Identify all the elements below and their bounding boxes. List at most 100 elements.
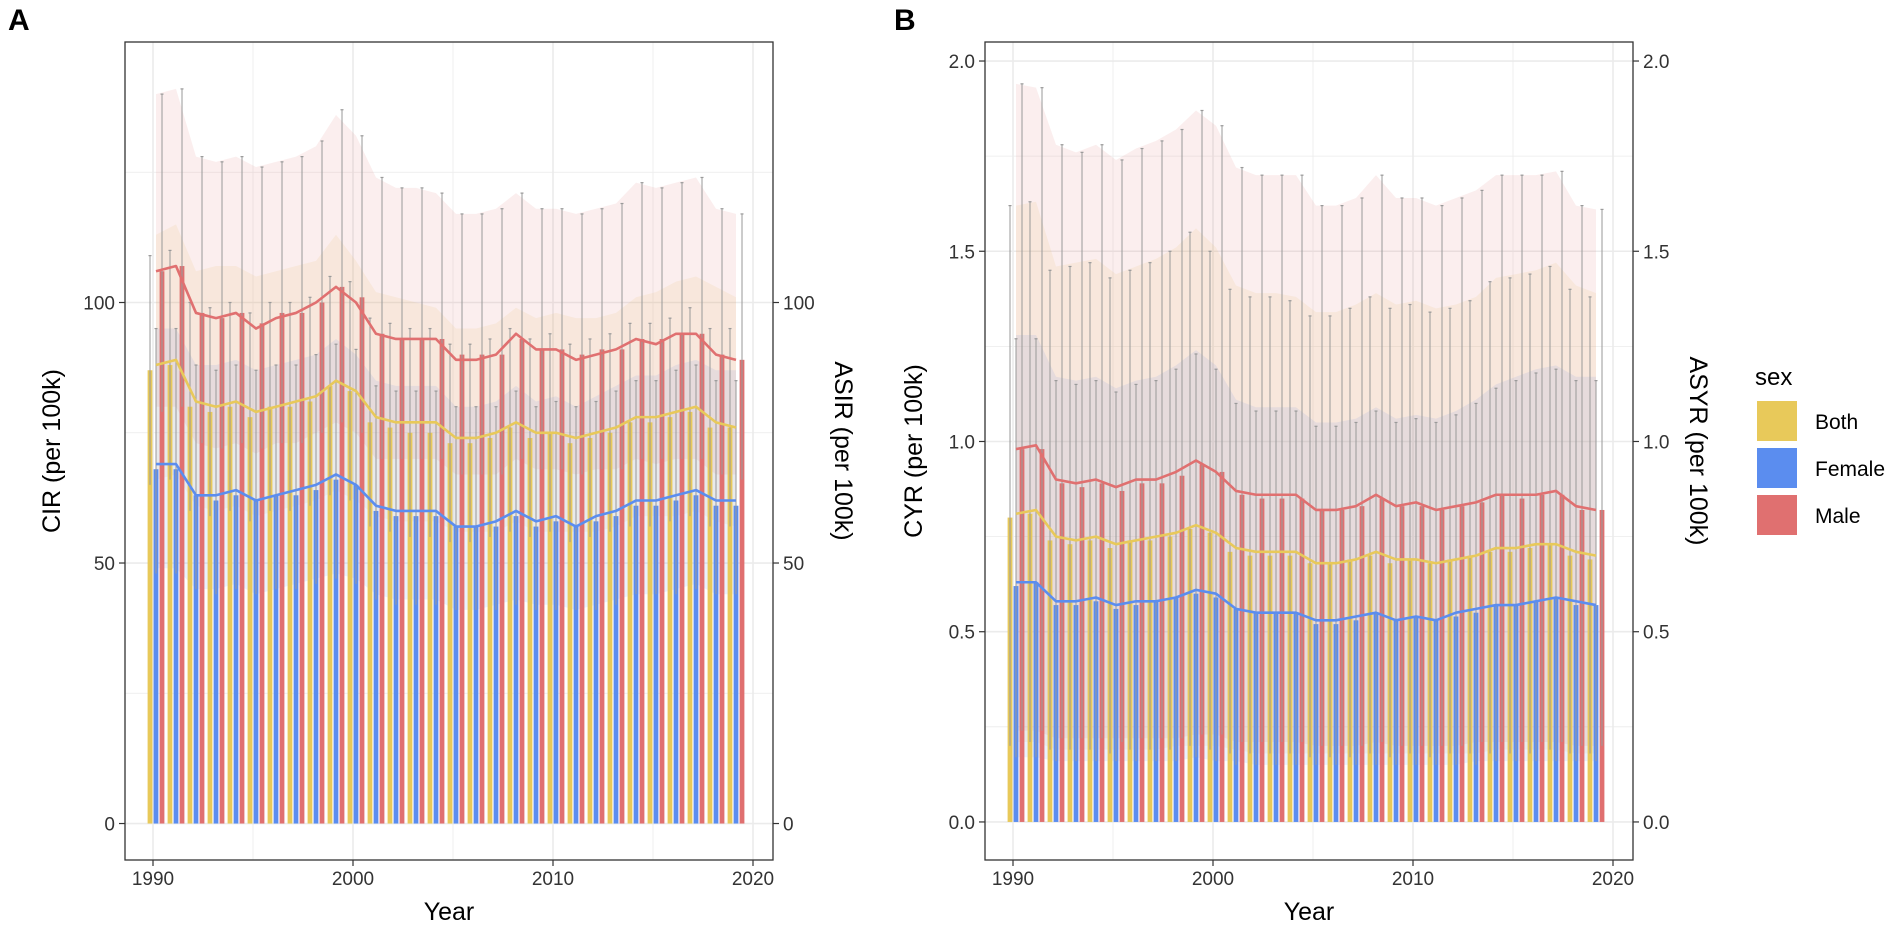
panel-a-bar-both-2010 — [547, 432, 553, 824]
panel-a-bar-female-1999 — [333, 479, 339, 824]
panel-a-bar-female-2006 — [473, 526, 479, 824]
legend: sex Both Female Male — [1755, 364, 1885, 535]
legend-title: sex — [1755, 364, 1792, 391]
panel-b-y-tick-label-left: 1.0 — [949, 432, 975, 453]
panel-b-y-axis-title-right: ASYR (per 100k) — [1684, 357, 1712, 546]
panel-a-y-axis-title-left: CIR (per 100k) — [38, 369, 66, 533]
panel-letter-a: A — [8, 4, 30, 37]
panel-a-bar-female-2010 — [553, 521, 559, 824]
legend-label-both: Both — [1815, 411, 1858, 434]
panel-a-y-tick-label-left: 50 — [94, 554, 115, 575]
panel-a-bar-both-2014 — [627, 422, 633, 824]
panel-a-bar-male-1995 — [259, 323, 265, 824]
panel-a-bar-both-2007 — [487, 437, 493, 824]
panel-a-bar-female-2001 — [373, 510, 379, 824]
panel-a-bar-male-1991 — [179, 266, 185, 824]
panel-a-bar-female-2018 — [713, 505, 719, 824]
panel-a-x-tick-label: 1990 — [132, 869, 174, 890]
panel-b-line-female — [1016, 580, 1597, 622]
panel-a-bars — [147, 266, 745, 824]
panel-a-bar-male-2008 — [519, 338, 525, 824]
panel-a: A 1990 2000 2010 2020 0 50 100 0 50 100 Year CI… — [8, 4, 857, 926]
panel-a-lines — [155, 264, 737, 528]
panel-a-bar-male-2003 — [419, 338, 425, 824]
panel-a-bar-male-2004 — [439, 338, 445, 824]
panel-a-bar-male-2010 — [559, 349, 565, 824]
panel-b-y-axis-title-left: CYR (per 100k) — [900, 364, 928, 538]
panel-a-bar-female-2011 — [573, 526, 579, 824]
panel-a-x-tick-label: 2000 — [332, 869, 374, 890]
panel-a-bar-both-2016 — [667, 417, 673, 824]
panel-b-y-tick-label-right: 1.0 — [1643, 432, 1669, 453]
panel-a-bar-both-1992 — [187, 406, 193, 824]
panel-b-x-tick-label: 2020 — [1592, 869, 1634, 890]
panel-a-bar-both-2006 — [467, 443, 473, 824]
panel-a-bar-both-1996 — [267, 406, 273, 824]
panel-a-bar-both-2000 — [347, 391, 353, 824]
legend-key-female — [1757, 448, 1797, 488]
panel-b-y-tick-label-right: 0.5 — [1643, 623, 1669, 644]
panel-a-bar-female-1997 — [293, 495, 299, 824]
panel-a-bar-male-2002 — [399, 338, 405, 824]
panel-a-bar-both-1995 — [247, 417, 253, 824]
panel-a-bar-both-2004 — [427, 432, 433, 824]
panel-a-y-axis-title-right: ASIR (per 100k) — [829, 361, 857, 540]
panel-b-y-tick-label-right: 2.0 — [1643, 52, 1669, 73]
panel-a-x-axis-title: Year — [424, 898, 475, 926]
panel-a-bar-male-1993 — [219, 318, 225, 824]
panel-a-bar-both-1993 — [207, 411, 213, 824]
panel-a-bar-both-2002 — [387, 427, 393, 824]
panel-b-y-axis-right: 0.0 0.5 1.0 1.5 2.0 — [1633, 52, 1669, 834]
panel-a-bar-male-1998 — [319, 302, 325, 824]
panel-b-y-tick-label-left: 0.5 — [949, 623, 975, 644]
panel-b-lines — [1015, 443, 1597, 622]
panel-a-bar-male-2006 — [479, 354, 485, 824]
panel-a-bar-male-2017 — [699, 333, 705, 824]
panel-a-y-axis-left: 0 50 100 — [83, 294, 125, 836]
panel-a-bar-female-1995 — [253, 500, 259, 824]
panel-a-border — [124, 41, 774, 861]
panel-a-bar-female-2017 — [693, 495, 699, 824]
panel-a-bar-both-2019 — [727, 427, 733, 824]
panel-b-y-tick-label-left: 1.5 — [949, 242, 975, 263]
panel-b-y-axis-left: 0.0 0.5 1.0 1.5 2.0 — [949, 52, 985, 834]
panel-a-bar-male-2011 — [579, 354, 585, 824]
panel-a-bar-female-2003 — [413, 516, 419, 824]
panel-a-x-tick-label: 2020 — [732, 869, 774, 890]
panel-a-y-axis-right: 0 50 100 — [773, 294, 815, 836]
panel-a-bar-female-1998 — [313, 490, 319, 824]
panel-a-bar-male-2007 — [499, 354, 505, 824]
panel-b-x-tick-label: 2010 — [1392, 869, 1434, 890]
panel-b: B 1990 2000 2010 2020 0.00.51.01.52.0 0.00.… — [894, 4, 1712, 926]
panel-a-bar-male-2019 — [739, 359, 745, 824]
panel-a-bar-both-2015 — [647, 422, 653, 824]
panel-a-bar-male-1992 — [199, 312, 205, 824]
panel-a-bar-both-1990 — [147, 370, 153, 824]
panel-a-bar-male-2015 — [659, 338, 665, 824]
panel-a-line-female — [156, 462, 736, 528]
legend-key-both — [1757, 401, 1797, 441]
panel-b-y-tick-label-right: 0.0 — [1643, 813, 1669, 834]
panel-b-line-both — [1015, 508, 1597, 565]
panel-a-bar-female-1994 — [233, 495, 239, 824]
panel-a-bar-both-2003 — [407, 432, 413, 824]
panel-b-x-axis: 1990 2000 2010 2020 — [992, 860, 1634, 890]
panel-a-bar-male-2012 — [599, 349, 605, 824]
panel-a-bar-male-2018 — [719, 354, 725, 824]
panel-a-bar-male-1999 — [339, 286, 345, 824]
panel-a-bar-both-2001 — [367, 422, 373, 824]
panel-a-x-axis: 1990 2000 2010 2020 — [132, 860, 774, 890]
panel-a-bar-male-2009 — [539, 349, 545, 824]
panel-a-y-tick-label-left: 100 — [83, 294, 115, 315]
panel-a-bar-both-2013 — [607, 432, 613, 824]
panel-a-bar-both-2008 — [507, 427, 513, 824]
panel-a-bar-male-2014 — [639, 338, 645, 824]
panel-a-bar-female-2008 — [513, 516, 519, 824]
panel-a-bar-male-1996 — [279, 312, 285, 824]
legend-key-male — [1757, 495, 1797, 535]
panel-a-bar-male-2016 — [679, 333, 685, 824]
panel-a-bar-female-1992 — [193, 495, 199, 824]
panel-a-bar-both-1997 — [287, 406, 293, 824]
panel-b-y-tick-label-left: 0.0 — [949, 813, 975, 834]
panel-a-bar-both-2012 — [587, 437, 593, 824]
